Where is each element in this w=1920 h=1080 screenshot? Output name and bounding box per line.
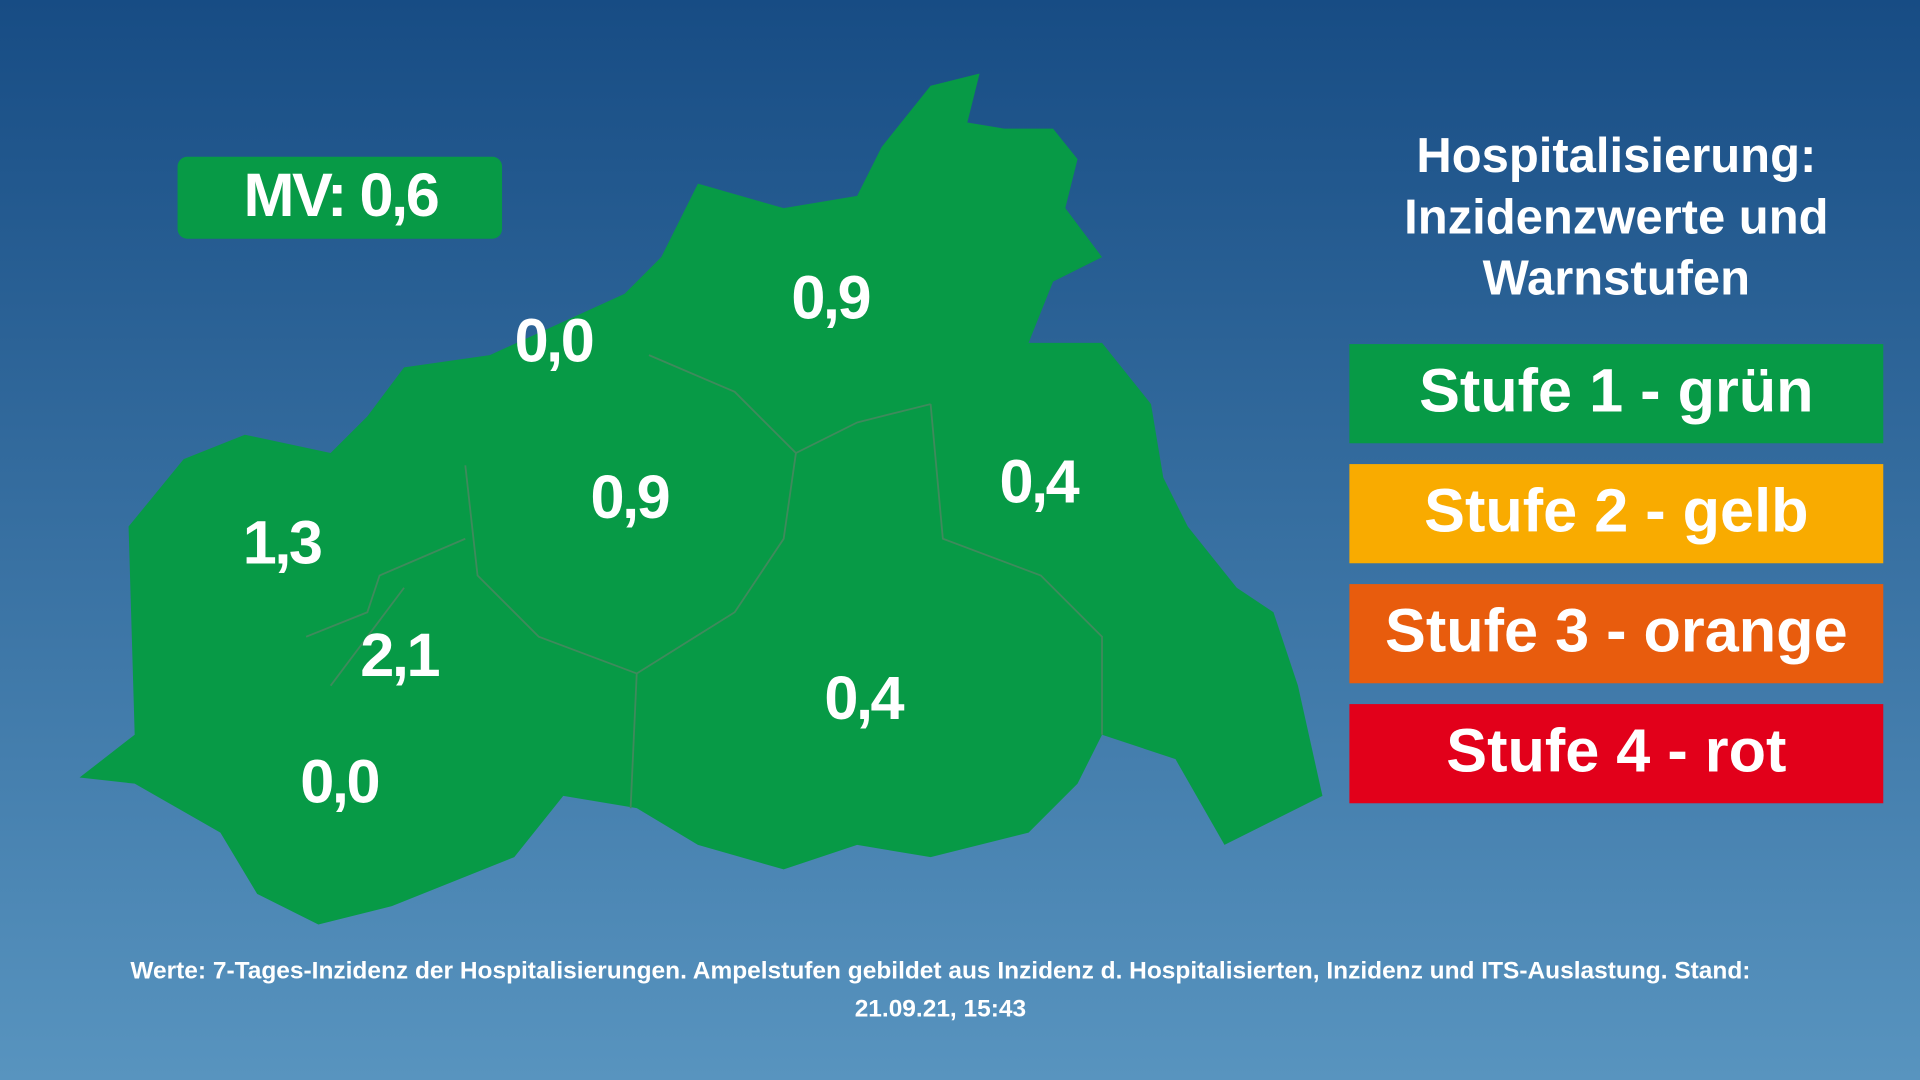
region-label: 0,4 — [824, 664, 904, 732]
legend-box — [1349, 584, 1884, 684]
region-label: 2,1 — [360, 621, 439, 689]
region-label: 0,4 — [999, 447, 1079, 515]
title-line: Inzidenzwerte und — [1404, 190, 1828, 244]
region-label: 0,0 — [300, 747, 378, 815]
legend-text: Stufe 3 - orange — [1385, 597, 1848, 665]
region-label: 0,9 — [791, 264, 869, 332]
legend-text: Stufe 4 - rot — [1446, 717, 1786, 785]
map-shape — [79, 73, 1323, 925]
state-badge — [177, 156, 503, 239]
legend-text: Stufe 1 - grün — [1419, 357, 1814, 425]
legend-text: Stufe 2 - gelb — [1424, 477, 1808, 545]
region-label: 0,0 — [515, 306, 593, 374]
footer-note: Werte: 7-Tages-Inzidenz der Hospitalisie… — [130, 958, 1750, 985]
legend-box — [1349, 704, 1884, 804]
footer-date: 21.09.21, 15:43 — [855, 996, 1026, 1023]
region-label: 0,9 — [591, 463, 669, 531]
legend-box — [1349, 464, 1884, 564]
region-label: 1,3 — [243, 509, 321, 577]
legend-box — [1349, 344, 1884, 444]
title-line: Hospitalisierung: — [1416, 129, 1816, 183]
state-badge-text: MV: 0,6 — [244, 161, 438, 229]
title-line: Warnstufen — [1483, 252, 1751, 306]
district-borders — [305, 354, 1103, 809]
